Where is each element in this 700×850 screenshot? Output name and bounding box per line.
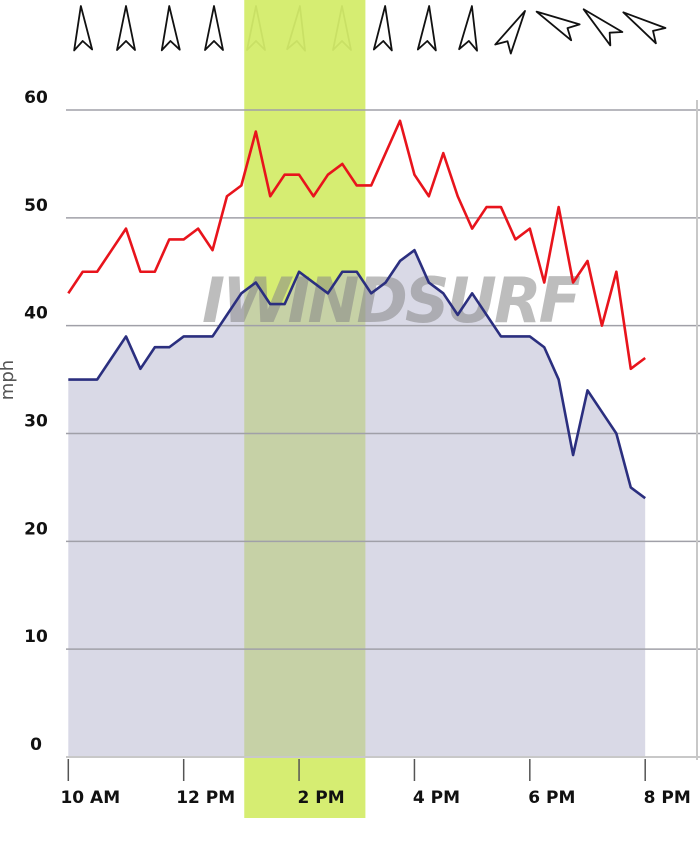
- wind-direction-arrows: [70, 1, 667, 55]
- x-tick-label: 12 PM: [176, 788, 235, 808]
- wind-arrow: [416, 4, 440, 52]
- x-tick-label: 4 PM: [413, 788, 460, 808]
- series-line: [67, 119, 646, 371]
- wind-arrow: [70, 4, 94, 52]
- x-tick-label: 8 PM: [644, 788, 691, 808]
- y-tick-label: 50: [24, 196, 48, 216]
- plot: 0 10 20 30 40 50 60 IWINDSURF 10 AM 12 PM 2 PM 4 PM…: [24, 0, 700, 818]
- wind-arrow: [204, 5, 224, 51]
- x-tick-label: 10 AM: [60, 788, 120, 808]
- y-tick-label: 40: [24, 304, 48, 324]
- y-tick-label: 30: [24, 412, 48, 432]
- wind-arrow: [159, 4, 181, 52]
- area: [68, 250, 646, 757]
- wind-arrow: [617, 3, 667, 45]
- y-tick-label: 20: [24, 519, 48, 539]
- y-tick-label: 0: [30, 735, 42, 755]
- wind-arrow: [458, 4, 482, 52]
- y-tick-label: 60: [24, 88, 48, 108]
- wind-arrow: [372, 4, 396, 52]
- x-tick-label: 2 PM: [298, 788, 345, 808]
- wind-arrow: [116, 5, 136, 51]
- watermark: IWINDSURF: [202, 264, 581, 337]
- y-tick-label: 10: [24, 627, 48, 647]
- x-tick-label: 6 PM: [528, 788, 575, 808]
- wind-arrow: [576, 1, 624, 47]
- series-line: [68, 248, 646, 500]
- wind-arrow: [531, 2, 581, 42]
- wind-arrow: [494, 5, 534, 55]
- y-axis-label: mph: [0, 360, 18, 400]
